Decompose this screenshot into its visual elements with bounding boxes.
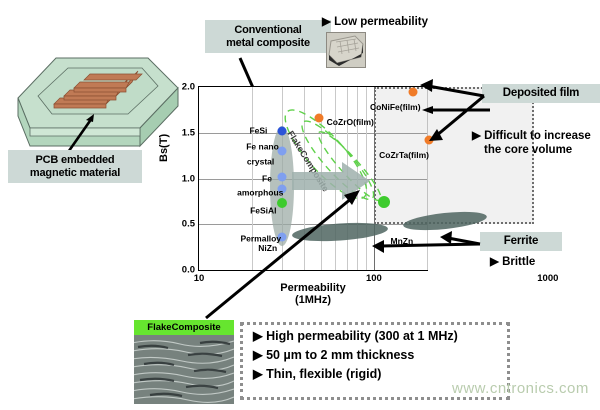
ytick-0.0: 0.0: [181, 264, 195, 276]
marker-fesial: [277, 198, 288, 209]
bullet-triangle-icon-6: ▶: [253, 367, 263, 381]
bullet-triangle-icon-2: ▶: [472, 130, 481, 142]
ferrite-callout: Ferrite: [480, 232, 562, 252]
marker-metal-extra: [277, 184, 287, 194]
xtick-10: 10: [193, 273, 205, 284]
label-conife-film: CoNiFe(film): [370, 102, 421, 113]
ytick-1.5: 1.5: [181, 127, 195, 139]
conventional-metal-composite-callout: Conventional metal composite: [205, 20, 331, 54]
difficult-core-volume-bullet: ▶ Difficult to increase the core volume: [472, 130, 600, 158]
bullet-triangle-icon-4: ▶: [253, 329, 263, 343]
spec-item-3: ▶ Thin, flexible (rigid): [253, 367, 507, 382]
ytick-0.5: 0.5: [181, 218, 195, 230]
pcb-3d-drawing: [17, 57, 179, 159]
difficult-line1: Difficult to increase: [484, 130, 591, 142]
label-permalloy: Permalloy: [240, 233, 282, 244]
gridline-x-20: [251, 87, 253, 270]
bullet-triangle-icon-3: ▶: [490, 256, 499, 268]
marker-cozrta-film: [424, 135, 434, 145]
label-fesial: FeSiAl: [250, 206, 277, 217]
improvement-arrow: [292, 162, 370, 200]
conventional-line1: Conventional: [234, 24, 302, 36]
ytick-2.0: 2.0: [181, 81, 195, 93]
pcb-illustration: [8, 40, 188, 160]
inductor-photo-art: [327, 33, 365, 67]
x-axis-title: Permeability: [280, 282, 346, 294]
flakecomposite-pointer-arrow: [205, 190, 360, 320]
deposited-film-arrows: [420, 79, 485, 141]
label-fe: Fe: [262, 173, 272, 184]
marker-permalloy: [277, 232, 287, 242]
label-amorphous: amorphous: [237, 187, 284, 198]
y-axis-title: Bs(T): [158, 133, 170, 162]
watermark: www.cntronics.com: [452, 380, 589, 397]
label-fesi: FeSi: [249, 125, 268, 136]
xtick-100: 100: [365, 273, 382, 284]
pcb-caption-box: PCB embedded magnetic material: [8, 150, 142, 184]
x-axis-title-block: Permeability (1MHz): [198, 282, 428, 306]
ytick-1.0: 1.0: [181, 173, 195, 184]
marker-flakecomposite: [377, 196, 390, 209]
pcb-caption-line2: magnetic material: [29, 166, 121, 179]
marker-fe-nano-crystal: [277, 146, 287, 156]
gridline-x-200: [426, 87, 428, 270]
spec-item-2: ▶ 50 µm to 2 mm thickness: [253, 348, 507, 363]
spec-text-2: 50 µm to 2 mm thickness: [266, 348, 415, 362]
brittle-bullet: ▶ Brittle: [490, 256, 535, 270]
label-fe-nano: Fe nano: [246, 142, 279, 153]
ferrite-text: Ferrite: [503, 235, 539, 247]
low-permeability-text: Low permeability: [334, 16, 428, 28]
brittle-text: Brittle: [502, 256, 536, 268]
xtick-1000: 1000: [537, 273, 559, 284]
label-mnzn: MnZn: [390, 235, 414, 246]
bullet-triangle-icon-5: ▶: [253, 348, 263, 362]
flake-composite-sem-micrograph: [134, 335, 234, 404]
difficult-line2: the core volume: [484, 143, 573, 156]
marker-conife-film: [408, 87, 418, 97]
deposited-film-callout: Deposited film: [482, 84, 600, 104]
label-cozro-film: CoZrO(film): [326, 116, 374, 127]
ferrite-arrows: [372, 231, 481, 253]
inductor-component-photo: [326, 32, 366, 68]
marker-cozro-film: [314, 113, 324, 123]
spec-text-3: Thin, flexible (rigid): [266, 367, 382, 381]
sem-micrograph-art: [134, 335, 234, 404]
label-nizn: NiZn: [258, 243, 278, 254]
label-cozrta-film: CoZrTa(film): [379, 149, 430, 160]
flakecomposite-spec-box: ▶ High permeability (300 at 1 MHz) ▶ 50 …: [240, 322, 510, 400]
marker-fe-amorphous: [277, 172, 287, 182]
flake-composite-photo-block: FlakeComposite: [134, 320, 234, 404]
conventional-line2: metal composite: [226, 36, 310, 49]
x-axis-subtitle: (1MHz): [294, 294, 332, 307]
marker-fesi: [277, 126, 287, 136]
flake-photo-caption: FlakeComposite: [134, 320, 234, 335]
spec-item-1: ▶ High permeability (300 at 1 MHz): [253, 329, 507, 344]
gridline-y-0.5: [199, 224, 427, 226]
pcb-caption-line1: PCB embedded: [35, 154, 115, 166]
low-permeability-bullet: ▶ Low permeability: [322, 16, 428, 30]
label-crystal: crystal: [246, 156, 275, 167]
deposited-film-text: Deposited film: [502, 87, 580, 99]
cozro-film-arrow: [422, 106, 490, 114]
spec-text-1: High permeability (300 at 1 MHz): [266, 329, 458, 343]
bullet-triangle-icon: ▶: [322, 16, 331, 28]
